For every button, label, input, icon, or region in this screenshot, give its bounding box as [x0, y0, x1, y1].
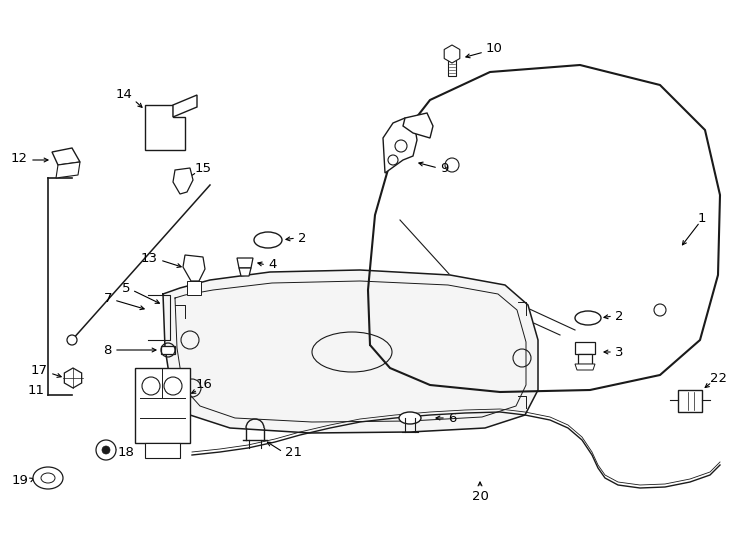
Text: 14: 14	[115, 89, 132, 102]
Polygon shape	[239, 268, 251, 276]
Polygon shape	[173, 168, 193, 194]
Polygon shape	[403, 113, 433, 138]
Text: 21: 21	[285, 446, 302, 458]
Text: 5: 5	[122, 281, 130, 294]
Text: 17: 17	[31, 363, 48, 376]
Text: 6: 6	[448, 411, 457, 424]
Polygon shape	[578, 354, 592, 364]
Polygon shape	[575, 364, 595, 370]
Polygon shape	[575, 342, 595, 354]
Text: 2: 2	[298, 232, 307, 245]
Ellipse shape	[33, 467, 63, 489]
Text: 3: 3	[615, 346, 623, 359]
Polygon shape	[161, 346, 175, 354]
Polygon shape	[145, 443, 180, 458]
Circle shape	[96, 440, 116, 460]
Polygon shape	[383, 118, 417, 173]
Text: 1: 1	[698, 212, 707, 225]
Polygon shape	[444, 45, 459, 63]
Text: 2: 2	[615, 309, 623, 322]
Polygon shape	[56, 162, 80, 178]
Text: 9: 9	[440, 161, 448, 174]
Text: 16: 16	[196, 379, 213, 392]
Polygon shape	[145, 105, 185, 150]
Polygon shape	[237, 258, 253, 268]
Text: 8: 8	[103, 343, 112, 356]
Polygon shape	[183, 255, 205, 281]
Text: 4: 4	[268, 259, 277, 272]
Circle shape	[67, 335, 77, 345]
Polygon shape	[52, 148, 80, 165]
Text: 15: 15	[195, 161, 212, 174]
Polygon shape	[678, 390, 702, 412]
Text: 19: 19	[11, 474, 28, 487]
Polygon shape	[163, 270, 538, 433]
Text: 12: 12	[11, 152, 28, 165]
Text: 13: 13	[141, 252, 158, 265]
Text: 18: 18	[118, 446, 135, 458]
Text: 7: 7	[103, 292, 112, 305]
Polygon shape	[65, 368, 81, 388]
Polygon shape	[187, 281, 201, 295]
Polygon shape	[448, 60, 456, 76]
Circle shape	[102, 446, 110, 454]
Ellipse shape	[399, 412, 421, 424]
Polygon shape	[135, 368, 190, 443]
Polygon shape	[173, 95, 197, 117]
Text: 10: 10	[486, 42, 503, 55]
Text: 20: 20	[471, 490, 488, 503]
Text: 11: 11	[28, 383, 45, 396]
Text: 22: 22	[710, 372, 727, 384]
